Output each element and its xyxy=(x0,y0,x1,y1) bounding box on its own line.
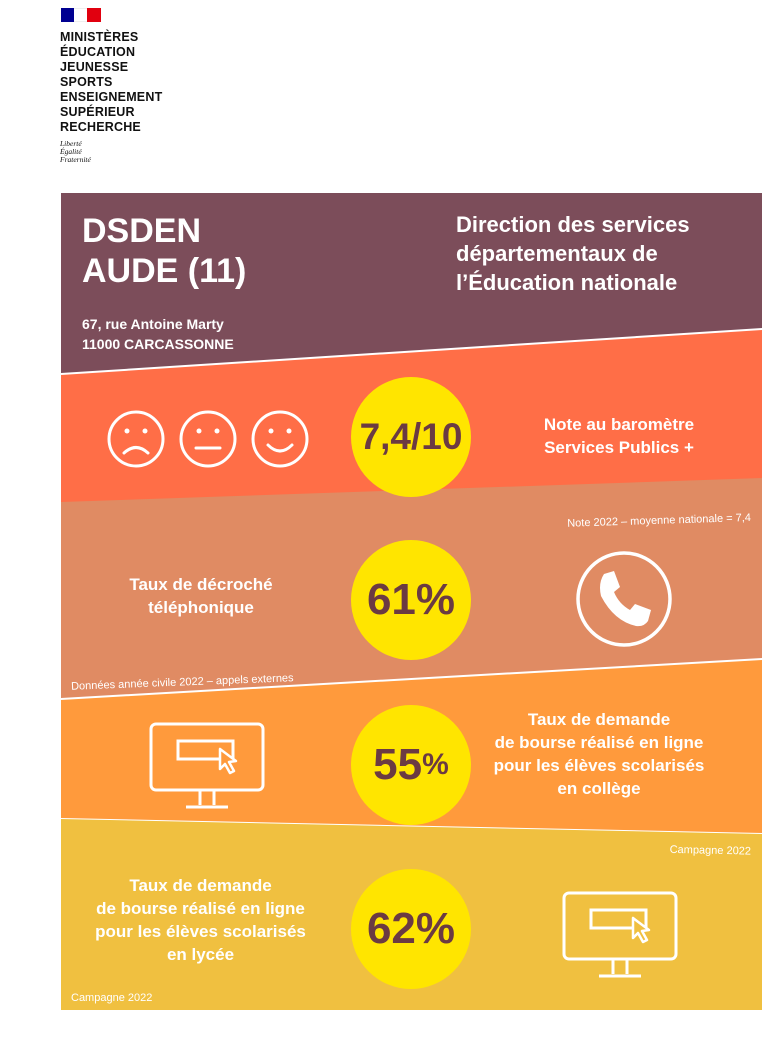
college-label: Taux de demande de bourse réalisé en lig… xyxy=(479,708,719,800)
label-line: téléphonique xyxy=(148,598,254,617)
computer-icon xyxy=(149,722,265,809)
happy-face-icon xyxy=(251,410,309,468)
label-line: Taux de demande xyxy=(527,710,671,729)
address-city: 11000 CARCASSONNE xyxy=(82,336,234,352)
header-subtitle: Direction des services départementaux de… xyxy=(456,210,690,297)
label-line: en lycée xyxy=(166,945,235,964)
header-address: 67, rue Antoine Marty 11000 CARCASSONNE xyxy=(82,314,234,354)
header-title: DSDEN AUDE (11) xyxy=(82,211,246,291)
lycee-note: Campagne 2022 xyxy=(71,992,153,1004)
republic-motto: Liberté Égalité Fraternité xyxy=(60,140,162,164)
address-street: 67, rue Antoine Marty xyxy=(82,316,224,332)
value-circle-college: 55% xyxy=(351,705,471,825)
label-line: pour les élèves scolarisés xyxy=(493,756,705,775)
value-circle-barometre: 7,4/10 xyxy=(351,377,471,497)
label-line: Taux de demande xyxy=(129,876,272,895)
neutral-face-icon xyxy=(179,410,237,468)
satisfaction-faces xyxy=(107,410,309,468)
barometre-value: 7,4/10 xyxy=(359,416,463,457)
header-title-line: AUDE (11) xyxy=(82,252,247,290)
subtitle-line: départementaux de xyxy=(456,241,658,266)
college-value-unit: % xyxy=(422,748,449,781)
ministry-line: JEUNESSE xyxy=(60,60,129,74)
header-title-line: DSDEN xyxy=(82,212,202,250)
ministry-line: ENSEIGNEMENT xyxy=(60,90,163,104)
ministry-line: RECHERCHE xyxy=(60,120,141,134)
label-line: pour les élèves scolarisés xyxy=(95,922,306,941)
motto-line: Égalité xyxy=(60,147,82,156)
label-line: de bourse réalisé en ligne xyxy=(96,899,305,918)
label-line: de bourse réalisé en ligne xyxy=(494,733,704,752)
label-line: Services Publics + xyxy=(544,438,694,457)
label-line: Note au baromètre xyxy=(543,415,695,434)
ministry-line: SPORTS xyxy=(60,75,113,89)
motto-line: Liberté xyxy=(60,139,82,148)
lycee-label: Taux de demande de bourse réalisé en lig… xyxy=(73,874,328,966)
barometre-label: Note au baromètre Services Publics + xyxy=(509,413,729,459)
telephone-label: Taux de décroché téléphonique xyxy=(91,573,311,619)
subtitle-line: Direction des services xyxy=(456,212,690,237)
subtitle-line: l’Éducation nationale xyxy=(456,270,678,295)
header-band xyxy=(61,193,762,373)
value-circle-telephone: 61% xyxy=(351,540,471,660)
computer-icon xyxy=(562,891,678,978)
ministry-name: MINISTÈRES ÉDUCATION JEUNESSE SPORTS ENS… xyxy=(60,30,162,135)
college-value: 55 xyxy=(373,740,423,789)
telephone-value: 61% xyxy=(366,575,456,624)
ministry-logo: MINISTÈRES ÉDUCATION JEUNESSE SPORTS ENS… xyxy=(60,8,162,164)
sad-face-icon xyxy=(107,410,165,468)
label-line: en collège xyxy=(557,779,641,798)
french-flag-icon xyxy=(61,8,101,22)
lycee-value: 62% xyxy=(366,904,456,953)
phone-icon xyxy=(576,551,672,647)
motto-line: Fraternité xyxy=(60,155,91,164)
ministry-line: ÉDUCATION xyxy=(60,45,136,59)
infographic: DSDEN AUDE (11) 67, rue Antoine Marty 11… xyxy=(61,193,762,1010)
value-circle-lycee: 62% xyxy=(351,869,471,989)
ministry-line: SUPÉRIEUR xyxy=(60,105,135,119)
ministry-line: MINISTÈRES xyxy=(60,30,139,44)
label-line: Taux de décroché xyxy=(129,575,273,594)
